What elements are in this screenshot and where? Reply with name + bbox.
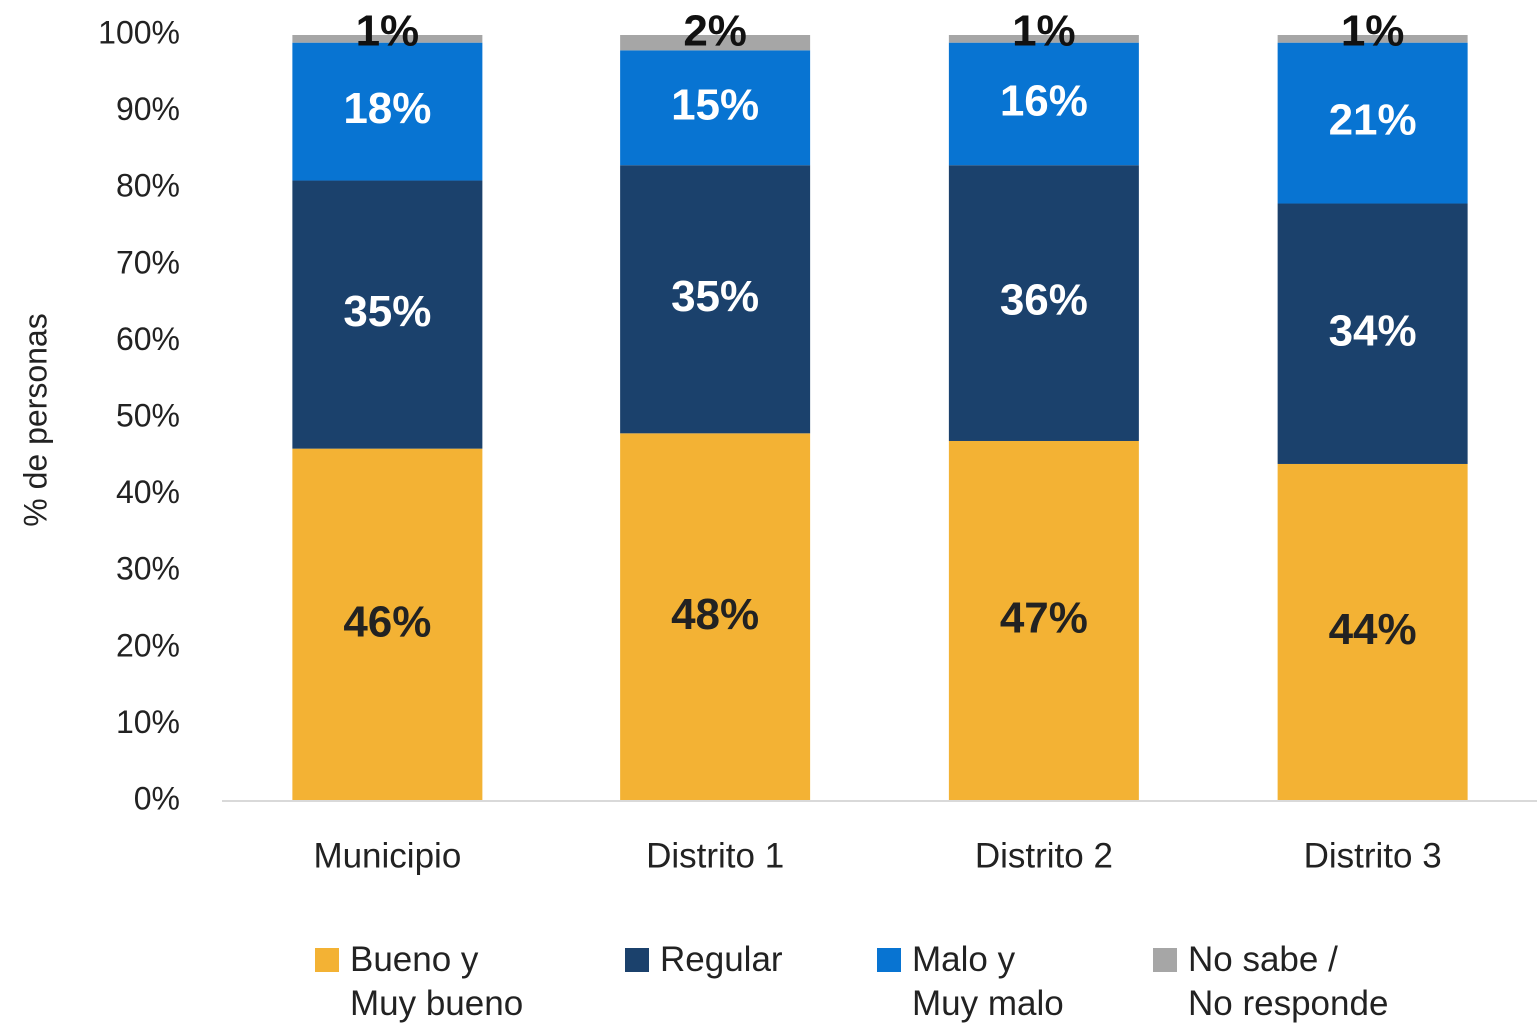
bar-segment xyxy=(620,165,811,434)
y-tick-label: 20% xyxy=(116,627,180,663)
bar-segment xyxy=(620,433,811,801)
y-tick-label: 100% xyxy=(98,14,180,50)
legend-swatch xyxy=(625,948,649,972)
legend-label: No sabe / No responde xyxy=(1188,940,1389,1023)
bar-segment xyxy=(292,35,483,43)
value-label: 35% xyxy=(343,287,431,336)
value-label: 1% xyxy=(1341,7,1405,56)
value-label: 1% xyxy=(1012,7,1076,56)
y-tick-label: 30% xyxy=(116,551,180,587)
bar-segment xyxy=(1277,203,1468,464)
bar-segment xyxy=(292,180,483,449)
legend-swatch xyxy=(1153,948,1177,972)
legend-swatch xyxy=(315,948,339,972)
bar-segment xyxy=(948,165,1139,441)
value-label: 48% xyxy=(671,590,759,639)
bar-segment xyxy=(948,42,1139,166)
value-label: 35% xyxy=(671,272,759,321)
bar-segment xyxy=(292,448,483,801)
legend-swatch xyxy=(877,948,901,972)
value-label: 47% xyxy=(1000,594,1088,643)
bar-segment xyxy=(948,440,1139,801)
y-tick-label: 90% xyxy=(116,91,180,127)
bar-segment xyxy=(1277,35,1468,43)
x-tick-label: Distrito 2 xyxy=(975,836,1113,875)
value-label: 36% xyxy=(1000,276,1088,325)
legend-label: Bueno y Muy bueno xyxy=(350,940,524,1023)
y-tick-label: 40% xyxy=(116,474,180,510)
bar-segment xyxy=(1277,42,1468,204)
value-label: 16% xyxy=(1000,77,1088,126)
bar-segment xyxy=(1277,463,1468,801)
bar-segment xyxy=(620,35,811,51)
y-tick-label: 60% xyxy=(116,321,180,357)
value-label: 34% xyxy=(1329,306,1417,355)
y-axis-label: % de personas xyxy=(17,313,53,526)
value-label: 1% xyxy=(356,7,420,56)
legend-label: Malo y Muy malo xyxy=(912,940,1064,1023)
y-tick-label: 10% xyxy=(116,704,180,740)
y-tick-label: 80% xyxy=(116,168,180,204)
y-tick-label: 70% xyxy=(116,244,180,280)
y-tick-label: 0% xyxy=(134,780,180,816)
value-label: 15% xyxy=(671,80,759,129)
bar-segment xyxy=(620,50,811,166)
value-label: 2% xyxy=(683,7,747,56)
value-label: 21% xyxy=(1329,96,1417,145)
x-tick-label: Municipio xyxy=(313,836,461,875)
bar-segment xyxy=(948,35,1139,43)
legend-label: Regular xyxy=(660,940,783,979)
x-tick-label: Distrito 1 xyxy=(646,836,784,875)
x-tick-label: Distrito 3 xyxy=(1304,836,1442,875)
y-tick-label: 50% xyxy=(116,397,180,433)
bar-segment xyxy=(292,42,483,181)
value-label: 44% xyxy=(1329,605,1417,654)
value-label: 18% xyxy=(343,84,431,133)
value-label: 46% xyxy=(343,597,431,646)
